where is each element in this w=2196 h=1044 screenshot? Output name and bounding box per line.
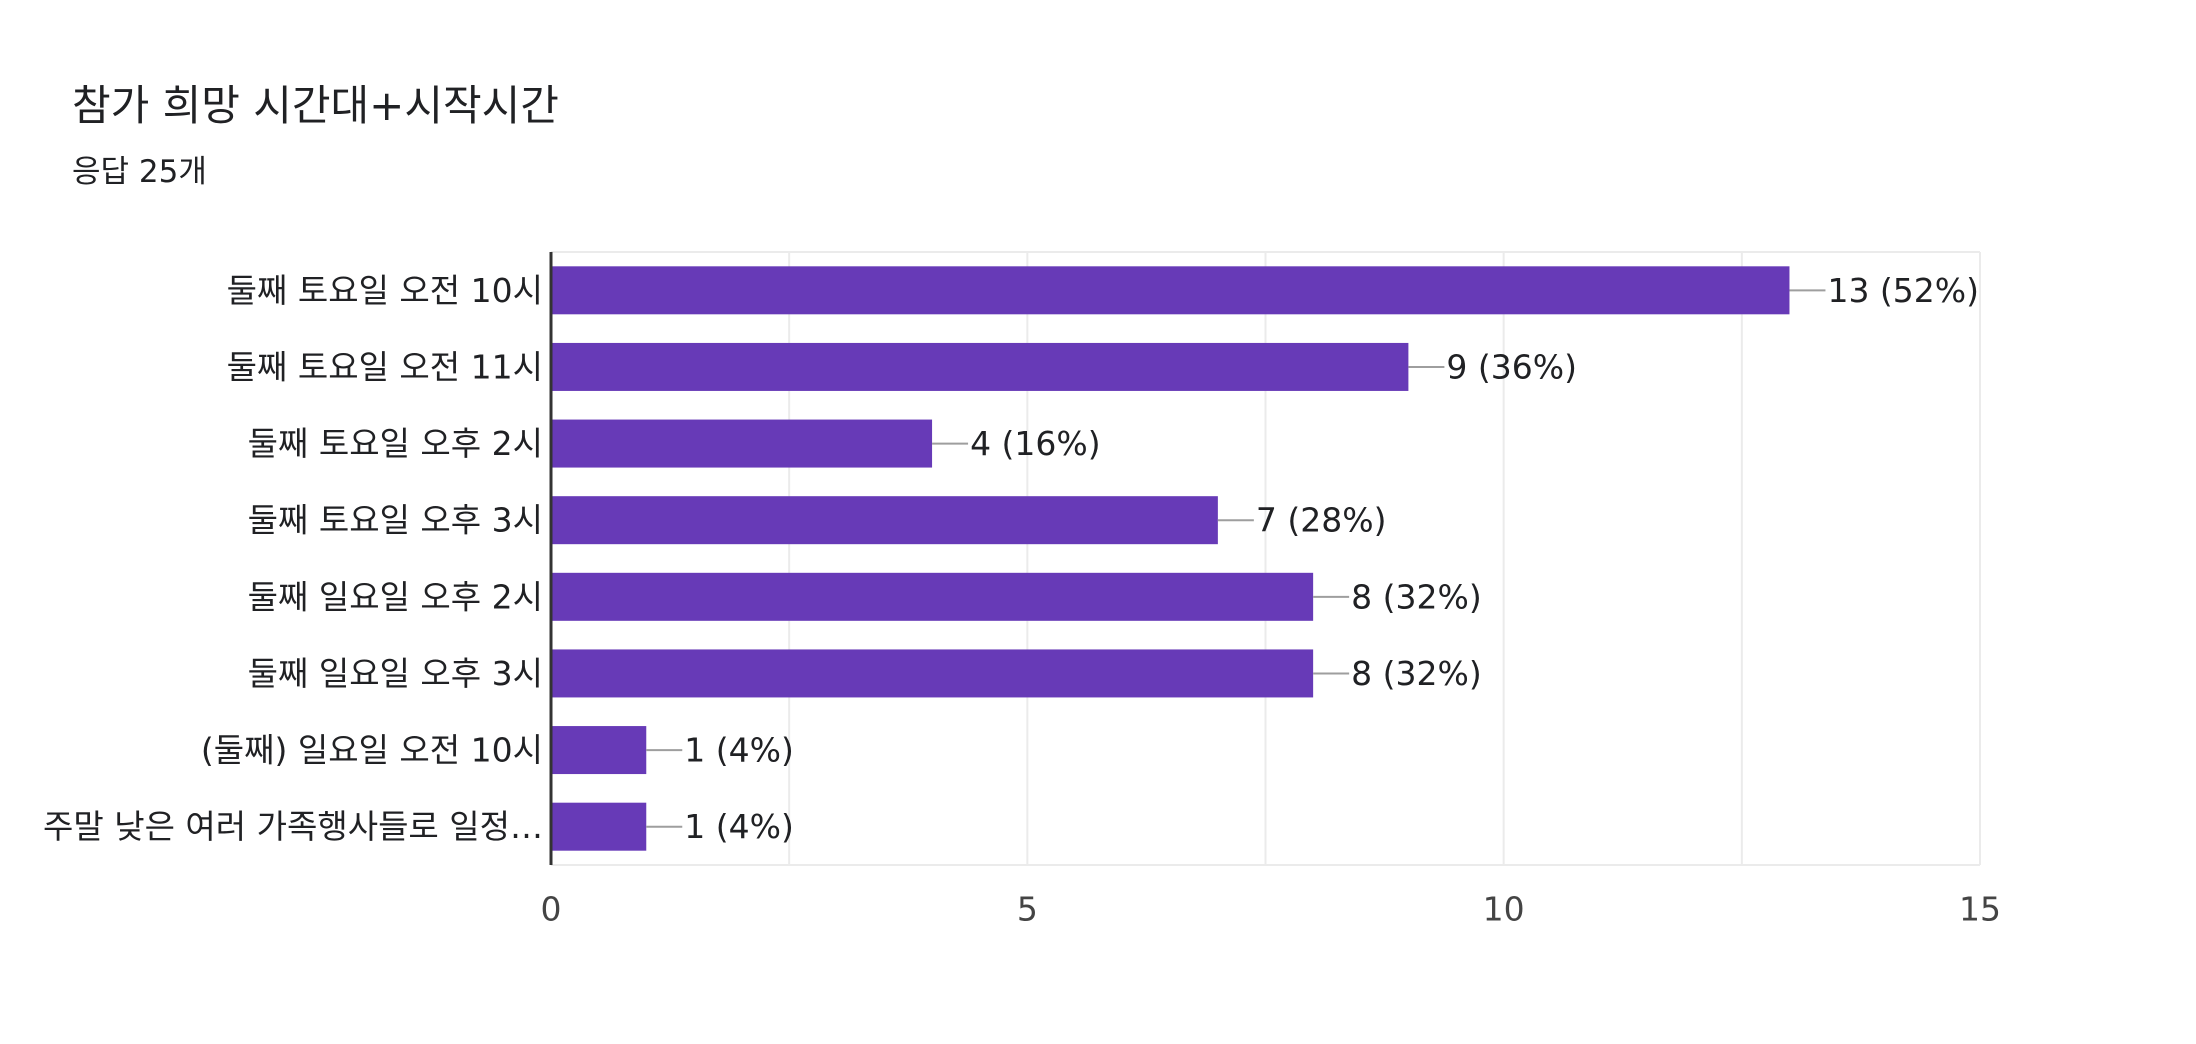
x-tick-label: 5	[1017, 890, 1038, 929]
bar	[551, 572, 1314, 621]
x-tick-label: 10	[1483, 890, 1525, 929]
value-label: 4 (16%)	[970, 424, 1101, 463]
category-label: (둘째) 일요일 오전 10시	[201, 731, 543, 770]
labels: 13 (52%) 둘째 토요일 오전 10시 9 (36%) 둘째 토요일 오전 11…	[43, 271, 2001, 929]
category-label: 둘째 일요일 오후 2시	[248, 577, 543, 616]
value-label: 8 (32%)	[1351, 577, 1482, 616]
category-label: 둘째 토요일 오전 11시	[227, 347, 543, 386]
chart-title: 참가 희망 시간대+시작시간	[72, 81, 559, 130]
grid-lines	[551, 251, 1981, 866]
category-label: 둘째 토요일 오후 2시	[248, 424, 543, 463]
value-label: 7 (28%)	[1256, 501, 1387, 540]
value-label: 13 (52%)	[1827, 271, 1979, 310]
category-label: 주말 낮은 여러 가족행사들로 일정…	[43, 807, 543, 846]
value-label: 8 (32%)	[1351, 654, 1482, 693]
value-label: 1 (4%)	[684, 731, 794, 770]
category-label: 둘째 일요일 오후 3시	[248, 654, 543, 693]
x-tick-label: 0	[541, 890, 562, 929]
x-tick-label: 15	[1959, 890, 2001, 929]
bar	[551, 496, 1218, 545]
bar	[551, 342, 1409, 391]
bar	[551, 419, 933, 468]
bar	[551, 266, 1790, 315]
bars	[549, 252, 1826, 865]
response-count: 응답 25개	[72, 154, 207, 190]
category-label: 둘째 토요일 오후 3시	[248, 501, 543, 540]
bar	[551, 726, 647, 775]
bar	[551, 802, 647, 851]
category-label: 둘째 토요일 오전 10시	[227, 271, 543, 310]
bar	[551, 649, 1314, 698]
value-label: 1 (4%)	[684, 807, 794, 846]
value-label: 9 (36%)	[1446, 347, 1577, 386]
